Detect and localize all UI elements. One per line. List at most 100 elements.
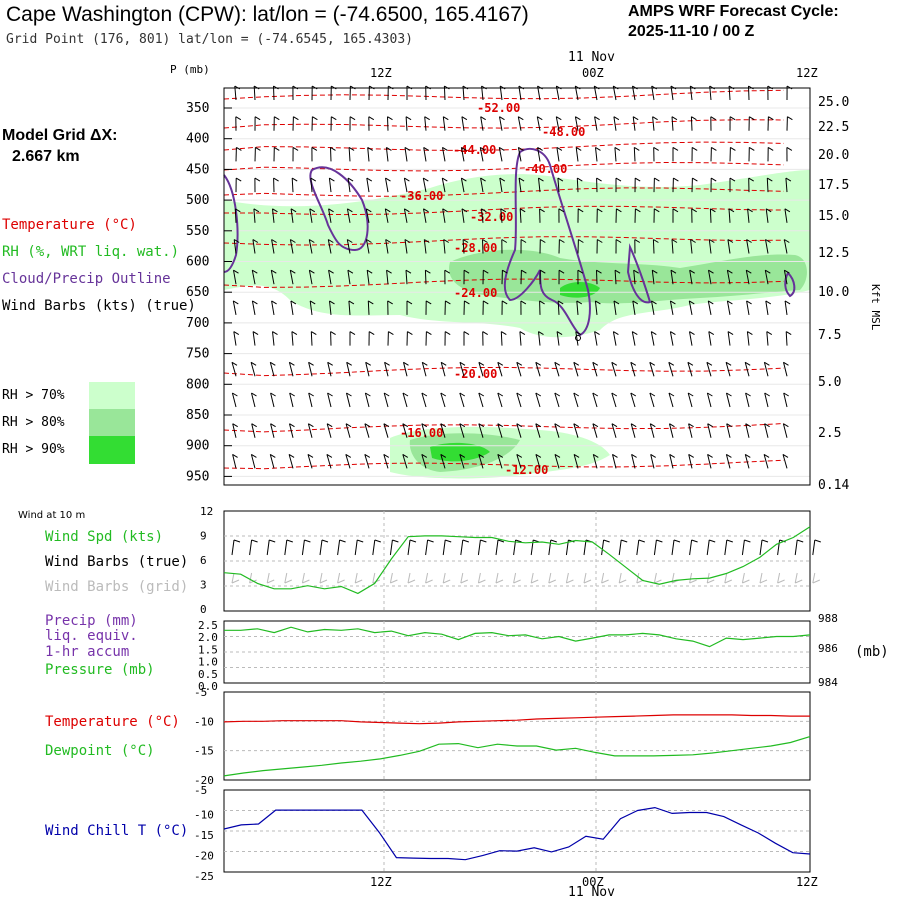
wind-barb-grid-flag xyxy=(813,580,820,583)
profile-wind-barb-flag xyxy=(369,117,374,120)
profile-wind-barb xyxy=(311,332,312,346)
precip-tick-label: 1.0 xyxy=(198,656,218,669)
profile-wind-barb xyxy=(651,332,654,346)
profile-wind-barb-flag xyxy=(711,117,716,120)
pressure-tick-label: 984 xyxy=(818,676,838,689)
height-tick-label: 15.0 xyxy=(818,209,849,224)
temperature-contour-label: -28.00 xyxy=(454,241,497,255)
wind-chill-tick-label: -10 xyxy=(194,809,214,822)
profile-wind-barb xyxy=(234,332,236,346)
temperature-contour-label: -52.00 xyxy=(477,101,520,115)
wind-barb-true xyxy=(813,540,815,555)
pressure-tick-label: 600 xyxy=(186,255,209,270)
precip-tick-label: 1.5 xyxy=(198,643,218,656)
profile-wind-barb xyxy=(405,147,407,161)
profile-wind-barb xyxy=(501,332,502,346)
profile-wind-barb xyxy=(272,301,274,315)
profile-wind-barb-flag xyxy=(730,147,735,150)
temperature-contour xyxy=(224,90,784,99)
profile-wind-barb-flag xyxy=(425,117,430,120)
profile-wind-barb xyxy=(368,147,369,161)
height-tick-label: 2.5 xyxy=(818,426,841,441)
profile-wind-barb-flag xyxy=(255,178,260,181)
wind-10m-label: Wind at 10 m xyxy=(18,511,85,521)
profile-wind-barb xyxy=(425,270,426,284)
profile-wind-barb xyxy=(349,147,350,161)
profile-wind-barb xyxy=(367,178,369,192)
temperature-tick-label: -15 xyxy=(194,745,214,758)
temperature-contour-label: -24.00 xyxy=(454,286,497,300)
profile-wind-barb xyxy=(767,178,768,192)
model-grid-value: 2.667 km xyxy=(12,149,80,165)
temperature-legend: Temperature (°C) xyxy=(45,715,180,729)
profile-wind-barb-flag xyxy=(615,147,620,150)
dewpoint-legend: Dewpoint (°C) xyxy=(45,744,155,758)
pressure-legend: Pressure (mb) xyxy=(45,663,155,677)
station-title: Cape Washington (CPW): lat/lon = (-74.65… xyxy=(6,4,529,25)
temperature-contour-label: -40.00 xyxy=(524,162,567,176)
profile-wind-barb-flag xyxy=(787,147,792,150)
height-tick-label: 22.5 xyxy=(818,120,849,135)
wind-tick-label: 9 xyxy=(200,530,207,543)
profile-wind-barb-flag xyxy=(483,332,488,335)
profile-wind-barb xyxy=(443,117,445,131)
date-label-top: 11 Nov xyxy=(568,51,615,64)
profile-wind-barb-flag xyxy=(673,178,678,181)
profile-wind-barb xyxy=(252,301,255,315)
pressure-unit-label: (mb) xyxy=(855,645,889,659)
wind-tick-label: 12 xyxy=(200,505,213,518)
profile-wind-barb-flag xyxy=(274,178,279,181)
profile-wind-barb xyxy=(577,178,578,192)
profile-wind-barb xyxy=(576,147,578,161)
profile-wind-barb-flag xyxy=(616,178,621,181)
precip-liq-legend: liq. equiv. xyxy=(45,629,138,643)
precip-tick-label: 0.5 xyxy=(198,668,218,681)
temperature-contour-label: -32.00 xyxy=(470,210,513,224)
profile-wind-barb xyxy=(500,117,503,131)
profile-wind-barb xyxy=(785,301,787,315)
precip-tick-label: 2.0 xyxy=(198,631,218,644)
profile-wind-barb-flag xyxy=(406,117,411,120)
wind-barbs-grid-legend: Wind Barbs (grid) xyxy=(45,580,188,594)
profile-wind-barb-flag xyxy=(520,332,525,335)
profile-wind-barb xyxy=(368,301,369,315)
profile-wind-barb xyxy=(653,117,654,131)
profile-wind-barb-flag xyxy=(236,117,241,120)
wind-barb-grid xyxy=(813,573,815,583)
profile-wind-barb xyxy=(406,117,407,131)
profile-wind-barb xyxy=(311,178,312,192)
profile-wind-barb-flag xyxy=(331,117,336,120)
pressure-tick-label: 400 xyxy=(186,132,209,147)
wind-tick-label: 6 xyxy=(200,554,207,567)
profile-wind-barb-flag xyxy=(692,178,697,181)
profile-wind-barb-flag xyxy=(634,147,639,150)
profile-wind-barb-flag xyxy=(407,332,412,335)
pressure-tick-label: 800 xyxy=(186,377,209,392)
profile-wind-barb xyxy=(613,332,616,346)
legend-temperature: Temperature (°C) xyxy=(2,218,137,232)
profile-wind-barb xyxy=(595,332,597,346)
profile-wind-barb xyxy=(766,301,768,315)
profile-wind-barb-flag xyxy=(274,117,279,120)
height-tick-label: 7.5 xyxy=(818,328,841,343)
wind-chill-tick-label: -5 xyxy=(194,784,207,797)
profile-wind-barb xyxy=(329,178,331,192)
profile-wind-barb xyxy=(424,147,426,161)
temperature-tick-label: -5 xyxy=(194,686,207,699)
profile-wind-barb xyxy=(632,332,635,346)
precip-accum-legend: 1-hr accum xyxy=(45,645,129,659)
profile-wind-barb xyxy=(443,147,446,161)
profile-wind-barb xyxy=(597,270,598,284)
profile-wind-barb xyxy=(595,117,597,131)
pressure-tick-label: 450 xyxy=(186,162,209,177)
wind-tick-label: 3 xyxy=(200,579,207,592)
temperature-contour-label: -20.00 xyxy=(454,367,497,381)
profile-wind-barb xyxy=(291,301,293,315)
wind-chill-legend: Wind Chill T (°C) xyxy=(45,824,188,838)
pressure-tick-label: 950 xyxy=(186,469,209,484)
profile-wind-barb xyxy=(708,301,711,315)
pressure-tick-label: 350 xyxy=(186,101,209,116)
profile-wind-barb-flag xyxy=(768,117,773,120)
